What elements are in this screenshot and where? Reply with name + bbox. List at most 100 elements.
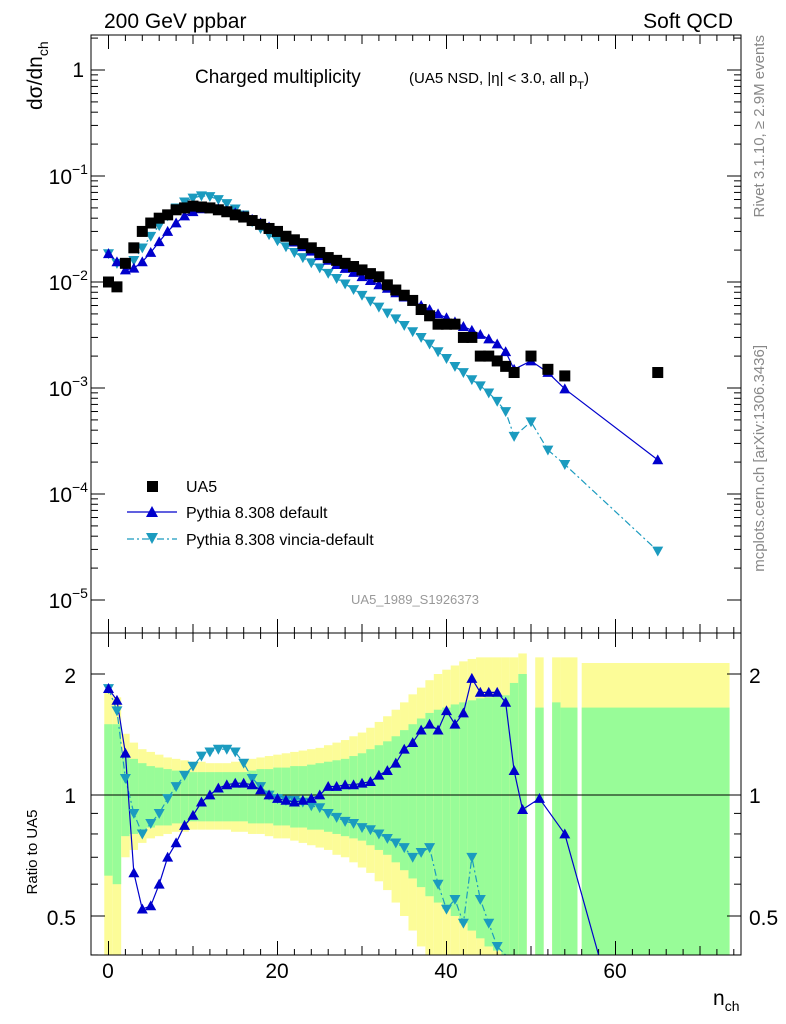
- ratio-vincia-point: [212, 744, 224, 755]
- ratio-inner-band: [357, 753, 367, 841]
- ratio-vincia-point: [381, 833, 393, 844]
- analysis-watermark: UA5_1989_S1926373: [351, 592, 479, 607]
- vincia-point: [432, 347, 444, 358]
- ratio-default-point: [331, 780, 343, 791]
- ratio-vincia-point: [449, 894, 461, 905]
- ratio-default-point: [364, 776, 376, 786]
- ratio-default-point: [162, 851, 174, 862]
- ratio-ytick-label: 2: [64, 665, 76, 688]
- ua5-point: [136, 225, 148, 237]
- ratio-default-point: [449, 718, 461, 729]
- ratio-inner-band: [332, 760, 341, 834]
- ua5-point: [542, 363, 554, 375]
- vincia-point: [424, 339, 436, 350]
- default-point: [483, 333, 495, 344]
- vincia-point: [652, 546, 664, 557]
- ratio-inner-band: [129, 758, 139, 834]
- ratio-default-point: [212, 782, 224, 793]
- ratio-vincia-point: [466, 852, 478, 863]
- main-y-tick-labels: 1 10 −1 10 −2 10 −3 10 −4 10 −5: [49, 59, 89, 613]
- legend-label-default: Pythia 8.308 default: [186, 505, 328, 522]
- ratio-ytick-label-right: 2: [749, 665, 761, 688]
- xtick-label: 60: [603, 960, 626, 983]
- vincia-point: [204, 192, 216, 203]
- main-plot: Charged multiplicity (UA5 NSD, |η| < 3.0…: [24, 34, 742, 634]
- ua5-point: [508, 367, 520, 379]
- vincia-point: [441, 354, 452, 364]
- ratio-default-point: [398, 743, 410, 754]
- ua5-point: [246, 215, 258, 227]
- ratio-vincia-point: [390, 838, 402, 849]
- ratio-vincia-point: [407, 852, 419, 863]
- plot-title-detail: (UA5 NSD, |η| < 3.0, all pT): [409, 70, 589, 92]
- ratio-vincia-point: [348, 818, 360, 829]
- ua5-point: [525, 350, 537, 362]
- ratio-default-point: [500, 696, 512, 707]
- default-point: [170, 217, 182, 228]
- ua5-point: [449, 318, 461, 330]
- ratio-default-point: [128, 867, 140, 878]
- ratio-inner-band: [535, 707, 544, 955]
- default-point: [500, 346, 512, 357]
- ratio-inner-band: [112, 724, 122, 885]
- ratio-default-point: [103, 683, 114, 693]
- ua5-point: [255, 218, 267, 230]
- ua5-point: [415, 304, 427, 316]
- ratio-vincia-point: [119, 773, 131, 784]
- ratio-inner-band: [476, 698, 485, 939]
- title-detail-sub: T: [577, 80, 584, 92]
- ratio-inner-band: [450, 704, 460, 916]
- vincia-point: [128, 255, 140, 266]
- ratio-inner-band: [138, 763, 147, 830]
- ua5-point: [381, 279, 393, 291]
- ratio-vincia-point: [238, 758, 250, 769]
- main-plot-ticks: [91, 35, 741, 633]
- legend-marker-ua5: [147, 481, 158, 492]
- ratio-vincia-point: [373, 829, 385, 840]
- ytick-base: 1: [72, 59, 84, 82]
- ratio-vincia-point: [136, 829, 148, 840]
- ua5-point: [111, 281, 123, 293]
- ratio-default-point: [195, 796, 207, 807]
- ytick-label: 10: [49, 272, 72, 295]
- ratio-inner-band: [560, 707, 578, 955]
- ratio-vincia-point: [229, 747, 241, 758]
- ratio-vincia-point: [221, 744, 233, 755]
- ua5-point: [179, 202, 191, 214]
- ytick-exp: −5: [72, 585, 88, 601]
- xtick-label: 40: [434, 960, 457, 983]
- ratio-inner-band: [442, 707, 451, 910]
- ua5-point: [466, 331, 478, 343]
- legend: UA5 Pythia 8.308 default Pythia 8.308 vi…: [127, 479, 374, 549]
- default-point: [145, 246, 157, 257]
- plot-title-main: Charged multiplicity: [195, 67, 361, 88]
- ratio-inner-band: [214, 772, 223, 822]
- ratio-vincia-point: [457, 918, 469, 929]
- ua5-point: [424, 310, 436, 322]
- ratio-y-axis-label: Ratio to UA5: [24, 809, 41, 894]
- ratio-default-point: [145, 900, 157, 911]
- vincia-point: [407, 327, 419, 338]
- ua5-point: [128, 242, 140, 254]
- vincia-point: [331, 274, 343, 284]
- rivet-label: Rivet 3.1.10, ≥ 2.9M events: [751, 35, 768, 218]
- ua5-point: [491, 355, 503, 367]
- vincia-point: [373, 302, 385, 313]
- ua5-point: [221, 206, 233, 218]
- legend-label-ua5: UA5: [186, 479, 217, 496]
- ua5-point: [373, 271, 385, 283]
- ratio-default-point: [466, 672, 478, 683]
- ytick-exp: −4: [72, 479, 88, 495]
- ytick-base: 10: [49, 484, 72, 507]
- ua5-point: [145, 217, 157, 229]
- ratio-default-point: [314, 789, 326, 800]
- xtick-label: 0: [102, 960, 114, 983]
- ratio-inner-band: [383, 741, 392, 855]
- vincia-point: [491, 396, 503, 407]
- mcplots-label: mcplots.cern.ch [arXiv:1306.3436]: [751, 345, 768, 572]
- ratio-default-point: [474, 686, 486, 697]
- vincia-point: [288, 248, 300, 258]
- vincia-point: [364, 296, 376, 307]
- ratio-default-point: [457, 707, 469, 718]
- default-point: [652, 454, 664, 465]
